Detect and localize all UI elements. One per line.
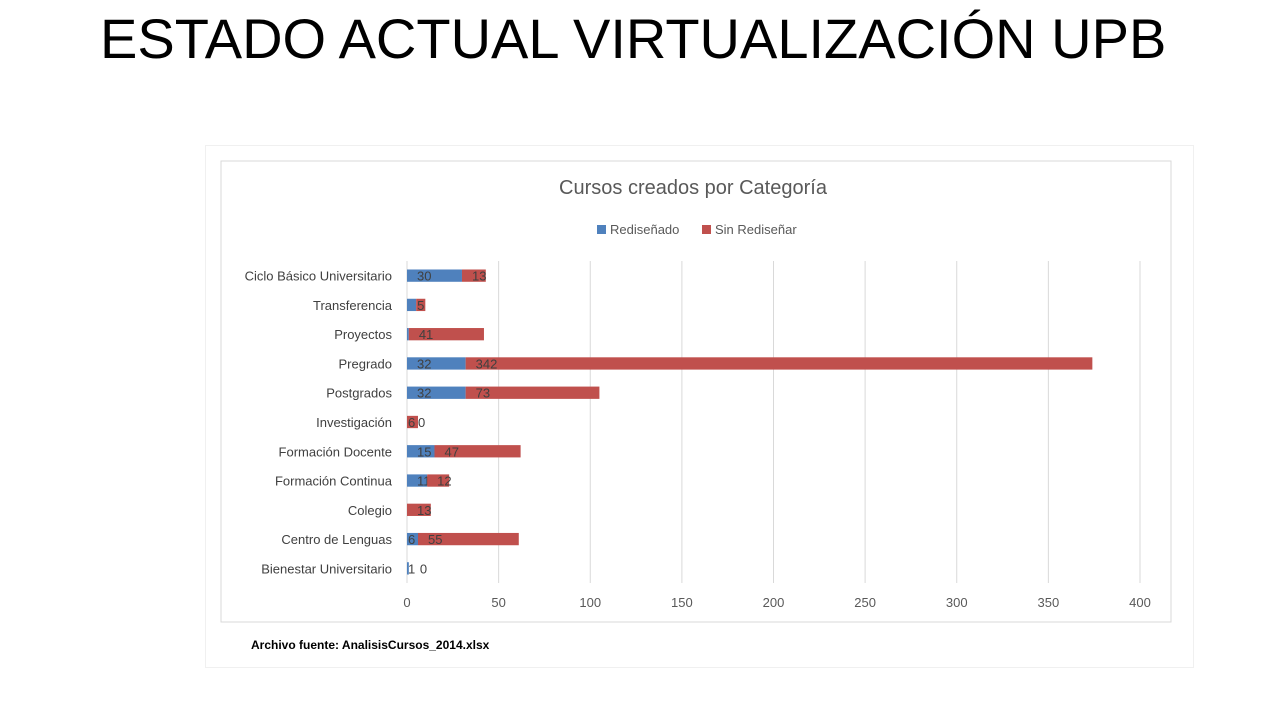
legend-swatch-0 (597, 225, 606, 234)
category-label: Ciclo Básico Universitario (245, 269, 392, 284)
chart-area (220, 160, 1172, 623)
data-label: 0 (418, 415, 425, 430)
chart-frame: Cursos creados por Categoría Rediseñado Si… (205, 145, 1194, 668)
data-label: 11 (417, 474, 431, 489)
x-tick-label: 300 (946, 595, 968, 610)
bar-redisenado (407, 357, 466, 370)
data-label: 0 (420, 561, 427, 576)
x-tick-label: 250 (854, 595, 876, 610)
category-label: Investigación (316, 415, 392, 430)
bar-chart: Cursos creados por Categoría Rediseñado Si… (220, 160, 1172, 652)
data-label: 73 (476, 386, 490, 401)
bar-redisenado (407, 532, 418, 546)
category-label: Transferencia (313, 298, 393, 313)
legend-swatch-1 (702, 225, 711, 234)
x-tick-label: 350 (1038, 595, 1060, 610)
data-label: 30 (417, 269, 431, 284)
slide-title: ESTADO ACTUAL VIRTUALIZACIÓN UPB (100, 7, 1167, 70)
category-label: Bienestar Universitario (261, 561, 392, 576)
bar-sin-redisenar (461, 269, 486, 282)
x-tick-label: 400 (1129, 595, 1151, 610)
bar-sin-redisenar (407, 415, 418, 429)
legend-label-0: Rediseñado (610, 222, 679, 237)
data-label: 55 (428, 532, 442, 547)
bar-sin-redisenar (434, 445, 521, 458)
x-tick-label: 0 (403, 595, 410, 610)
x-tick-label: 50 (491, 595, 505, 610)
legend-label-1: Sin Rediseñar (715, 222, 797, 237)
data-label: 32 (417, 356, 431, 371)
bar-sin-redisenar (465, 386, 600, 399)
category-label: Formación Continua (275, 474, 393, 489)
data-label: 5 (417, 298, 424, 313)
data-label: 13 (417, 503, 431, 518)
data-label: 12 (437, 474, 451, 489)
bar-sin-redisenar (416, 298, 426, 312)
x-tick-label: 200 (763, 595, 785, 610)
bar-redisenado (407, 269, 462, 282)
source-footnote: Archivo fuente: AnalisisCursos_2014.xlsx (251, 638, 490, 652)
x-tick-label: 150 (671, 595, 693, 610)
bar-sin-redisenar (427, 474, 450, 487)
bar-redisenado (407, 562, 409, 575)
bar-sin-redisenar (417, 532, 519, 546)
data-label: 6 (408, 532, 415, 547)
category-label: Postgrados (326, 386, 392, 401)
category-label: Centro de Lenguas (281, 532, 392, 547)
data-label: 1 (408, 561, 415, 576)
chart-title: Cursos creados por Categoría (559, 177, 828, 199)
category-label: Pregrado (339, 356, 392, 371)
data-label: 32 (417, 386, 431, 401)
category-label: Proyectos (334, 327, 392, 342)
data-label: 15 (417, 444, 431, 459)
data-label: 342 (476, 356, 498, 371)
bar-redisenado (407, 474, 428, 487)
bar-sin-redisenar (465, 357, 1093, 370)
category-label: Colegio (348, 503, 392, 518)
data-label: 47 (444, 444, 458, 459)
bar-sin-redisenar (407, 503, 431, 516)
bar-redisenado (407, 328, 409, 341)
data-label: 6 (408, 415, 415, 430)
bar-redisenado (407, 298, 417, 312)
bar-redisenado (407, 386, 466, 399)
category-label: Formación Docente (279, 444, 392, 459)
bar-sin-redisenar (408, 328, 484, 341)
x-tick-label: 100 (579, 595, 601, 610)
bar-redisenado (407, 445, 435, 458)
data-label: 13 (472, 269, 486, 284)
data-label: 41 (419, 327, 433, 342)
